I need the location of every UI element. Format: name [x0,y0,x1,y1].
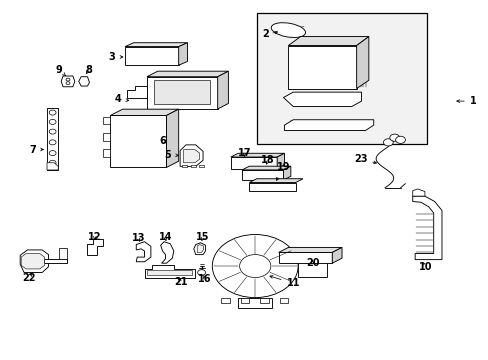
Text: 15: 15 [196,232,209,242]
Text: 18: 18 [261,155,274,165]
Text: 5: 5 [164,150,178,160]
Text: 6: 6 [160,136,166,146]
Polygon shape [43,259,66,263]
Polygon shape [147,77,217,109]
Circle shape [383,139,392,146]
Polygon shape [136,242,151,262]
Polygon shape [217,71,228,109]
Polygon shape [154,80,210,104]
Polygon shape [20,250,48,273]
Polygon shape [356,37,368,89]
Polygon shape [197,244,203,252]
Text: 2: 2 [262,30,277,39]
Text: 19: 19 [276,162,290,180]
Polygon shape [298,253,327,277]
Polygon shape [110,109,178,116]
Text: 10: 10 [418,262,432,272]
Polygon shape [198,165,203,167]
Polygon shape [242,166,290,170]
Text: 9: 9 [56,65,65,76]
Text: 4: 4 [115,94,128,104]
Polygon shape [260,298,268,303]
Polygon shape [103,133,110,140]
Polygon shape [127,86,147,98]
Polygon shape [283,166,290,180]
Polygon shape [284,120,373,131]
Polygon shape [21,253,44,269]
Ellipse shape [271,23,305,37]
Circle shape [239,255,270,278]
Polygon shape [249,179,303,183]
Circle shape [389,134,399,141]
Polygon shape [87,239,103,255]
Polygon shape [183,149,199,163]
Circle shape [395,136,405,143]
Polygon shape [230,157,277,168]
Polygon shape [59,248,66,259]
Text: 22: 22 [22,273,36,283]
Polygon shape [238,298,272,309]
Polygon shape [283,92,361,107]
Polygon shape [331,247,341,263]
Polygon shape [240,298,249,303]
Text: 16: 16 [197,274,211,284]
Polygon shape [160,242,173,263]
Polygon shape [249,183,295,192]
Polygon shape [178,43,187,65]
Polygon shape [166,109,178,167]
Polygon shape [110,116,166,167]
Polygon shape [61,76,75,87]
Polygon shape [221,298,229,303]
Polygon shape [103,149,110,157]
Text: 8: 8 [85,65,92,75]
Polygon shape [288,45,356,89]
Polygon shape [144,265,194,278]
Text: 14: 14 [159,232,172,242]
Polygon shape [190,165,195,167]
Text: 11: 11 [269,276,300,288]
Polygon shape [412,196,441,260]
Polygon shape [193,243,205,255]
Text: 20: 20 [305,258,319,268]
Text: 12: 12 [88,232,102,242]
Text: 17: 17 [237,148,251,158]
Polygon shape [103,117,110,125]
Polygon shape [147,71,228,77]
Polygon shape [147,270,191,275]
Text: 7: 7 [29,144,43,154]
Polygon shape [412,189,424,196]
Polygon shape [182,165,186,167]
Text: 23: 23 [353,154,376,164]
Bar [256,13,427,144]
Polygon shape [288,37,368,45]
Text: 3: 3 [108,52,122,62]
Polygon shape [277,153,284,168]
Polygon shape [47,108,58,170]
Polygon shape [125,43,187,46]
Polygon shape [278,247,341,252]
Text: 1: 1 [456,96,475,106]
Polygon shape [279,298,288,303]
Polygon shape [180,145,203,166]
Polygon shape [125,46,178,65]
Text: 21: 21 [174,277,187,287]
Polygon shape [242,170,283,180]
Circle shape [212,234,298,298]
Polygon shape [230,153,284,157]
Circle shape [197,270,205,275]
Polygon shape [47,163,58,170]
Polygon shape [79,77,89,86]
Polygon shape [278,252,331,263]
Text: 13: 13 [131,233,144,243]
